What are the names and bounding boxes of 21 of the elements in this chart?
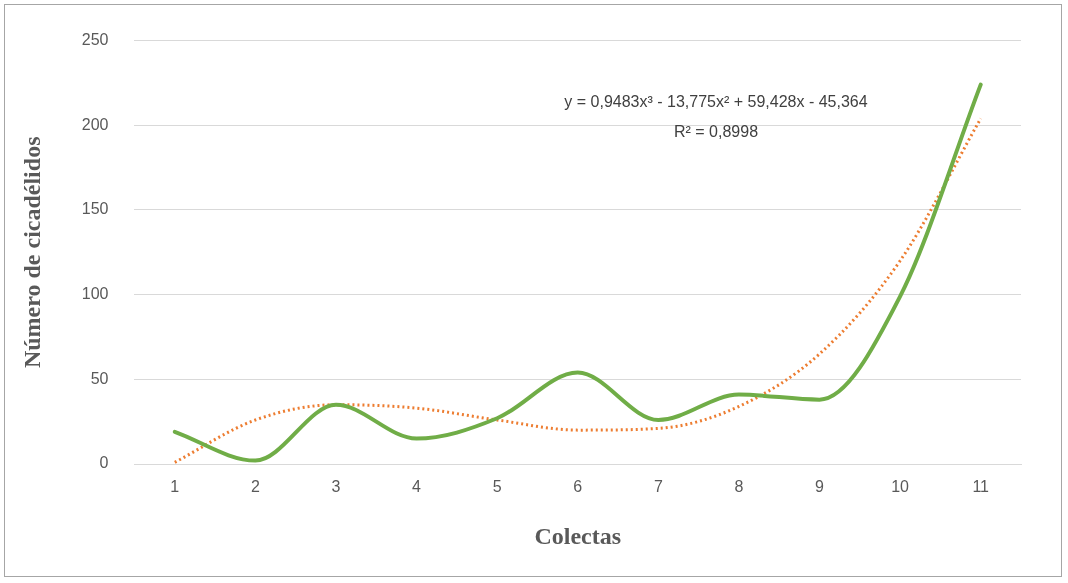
y-tick-label: 200 [81, 115, 109, 133]
annotation: y = 0,9483x³ - 13,775x² + 59,428x - 45,364 [564, 93, 868, 111]
x-tick-label: 8 [734, 478, 744, 496]
x-tick-label: 2 [250, 478, 260, 496]
x-tick-label: 10 [891, 478, 910, 496]
y-axis-title: Número de cicadélidos [18, 136, 45, 369]
y-tick-label: 50 [90, 369, 109, 387]
x-tick-label: 11 [972, 478, 990, 496]
y-tick-label: 0 [99, 454, 109, 472]
y-tick-label: 150 [81, 200, 109, 218]
x-tick-label: 1 [170, 478, 180, 496]
y-tick-label: 100 [81, 285, 109, 303]
x-tick-label: 7 [653, 478, 663, 496]
x-axis-title: Colectas [534, 522, 622, 549]
x-tick-label: 4 [412, 478, 422, 496]
annotation: R² = 0,8998 [673, 123, 759, 141]
x-tick-label: 6 [573, 478, 583, 496]
x-tick-label: 5 [492, 478, 502, 496]
x-tick-label: 3 [331, 478, 341, 496]
y-tick-label: 250 [81, 31, 109, 49]
x-tick-label: 9 [815, 478, 825, 496]
